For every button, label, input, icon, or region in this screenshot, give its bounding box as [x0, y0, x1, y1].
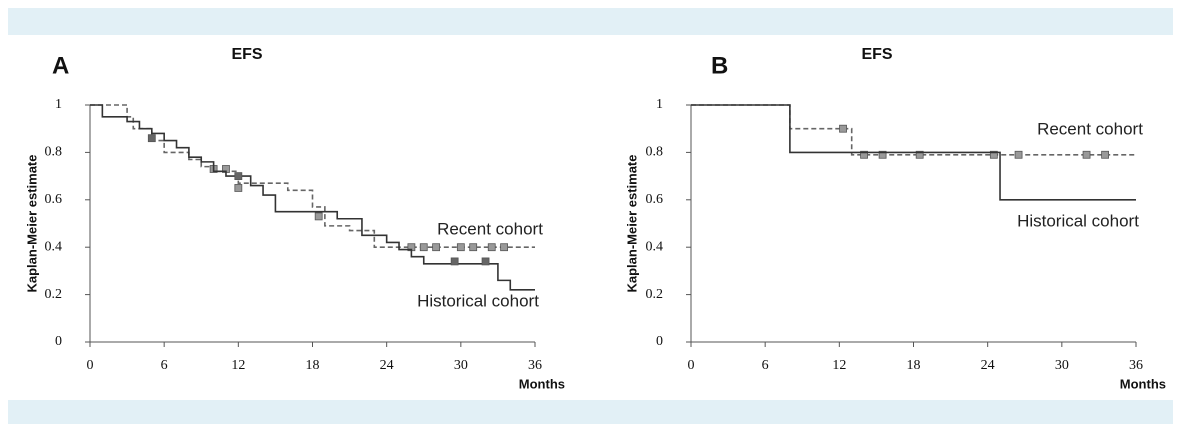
x-tick-label: 24 — [981, 358, 995, 373]
y-tick-label: 0.8 — [45, 145, 63, 160]
x-tick-label: 36 — [528, 358, 542, 373]
y-tick-label: 0 — [656, 334, 663, 349]
x-tick-label: 6 — [161, 358, 168, 373]
y-tick-label: 0.8 — [646, 145, 664, 160]
censor-marker — [419, 243, 428, 252]
censor-marker — [234, 172, 243, 181]
x-tick-label: 24 — [380, 358, 394, 373]
survival-curve — [691, 104, 1136, 201]
x-tick-label: 30 — [1055, 358, 1069, 373]
y-tick-label: 1 — [55, 97, 62, 112]
x-tick-label: 12 — [832, 358, 846, 373]
y-tick-label: 0.6 — [646, 192, 664, 207]
x-tick-label: 36 — [1129, 358, 1143, 373]
y-tick-label: 0.2 — [646, 287, 664, 302]
censor-marker — [234, 184, 243, 192]
y-tick-label: 0 — [55, 334, 62, 349]
series-label: Recent cohort — [1037, 119, 1143, 138]
censor-marker — [450, 257, 459, 266]
series-label: Historical cohort — [1017, 211, 1139, 230]
censor-marker — [1101, 150, 1109, 159]
y-tick-label: 0.6 — [45, 192, 63, 207]
x-axis-label: Months — [519, 376, 565, 391]
y-axis-label: Kaplan-Meier estimate — [24, 155, 39, 293]
censor-marker — [1014, 150, 1023, 159]
censor-marker — [481, 257, 490, 266]
chart-title: EFS — [231, 46, 262, 63]
censor-marker — [839, 124, 847, 133]
censor-marker — [989, 150, 998, 159]
censor-marker — [469, 243, 478, 252]
x-tick-label: 0 — [688, 358, 695, 373]
chart-title: EFS — [861, 46, 892, 63]
x-tick-label: 6 — [762, 358, 769, 373]
panel-letter: B — [711, 52, 728, 79]
censor-marker — [487, 243, 496, 252]
y-tick-label: 0.2 — [45, 287, 63, 302]
top-band — [8, 8, 1173, 35]
y-tick-label: 1 — [656, 97, 663, 112]
censor-marker — [915, 150, 924, 159]
x-tick-label: 18 — [907, 358, 921, 373]
y-tick-label: 0.4 — [45, 239, 63, 254]
x-tick-label: 12 — [231, 358, 245, 373]
y-tick-label: 0.4 — [646, 239, 664, 254]
x-tick-label: 30 — [454, 358, 468, 373]
panel-letter: A — [52, 52, 69, 79]
x-tick-label: 0 — [87, 358, 94, 373]
censor-marker — [147, 134, 156, 143]
series-label: Historical cohort — [417, 291, 539, 310]
censor-marker — [314, 212, 323, 221]
bottom-band — [8, 400, 1173, 424]
y-axis-label: Kaplan-Meier estimate — [624, 155, 639, 293]
censor-marker — [456, 243, 465, 252]
censor-marker — [500, 243, 508, 252]
x-tick-label: 18 — [306, 358, 320, 373]
x-axis-label: Months — [1120, 376, 1166, 391]
censor-marker — [878, 150, 887, 159]
censor-marker — [432, 243, 441, 252]
series-label: Recent cohort — [437, 219, 543, 238]
censor-marker — [860, 150, 868, 159]
censor-marker — [1082, 150, 1091, 159]
survival-curve — [90, 104, 535, 291]
